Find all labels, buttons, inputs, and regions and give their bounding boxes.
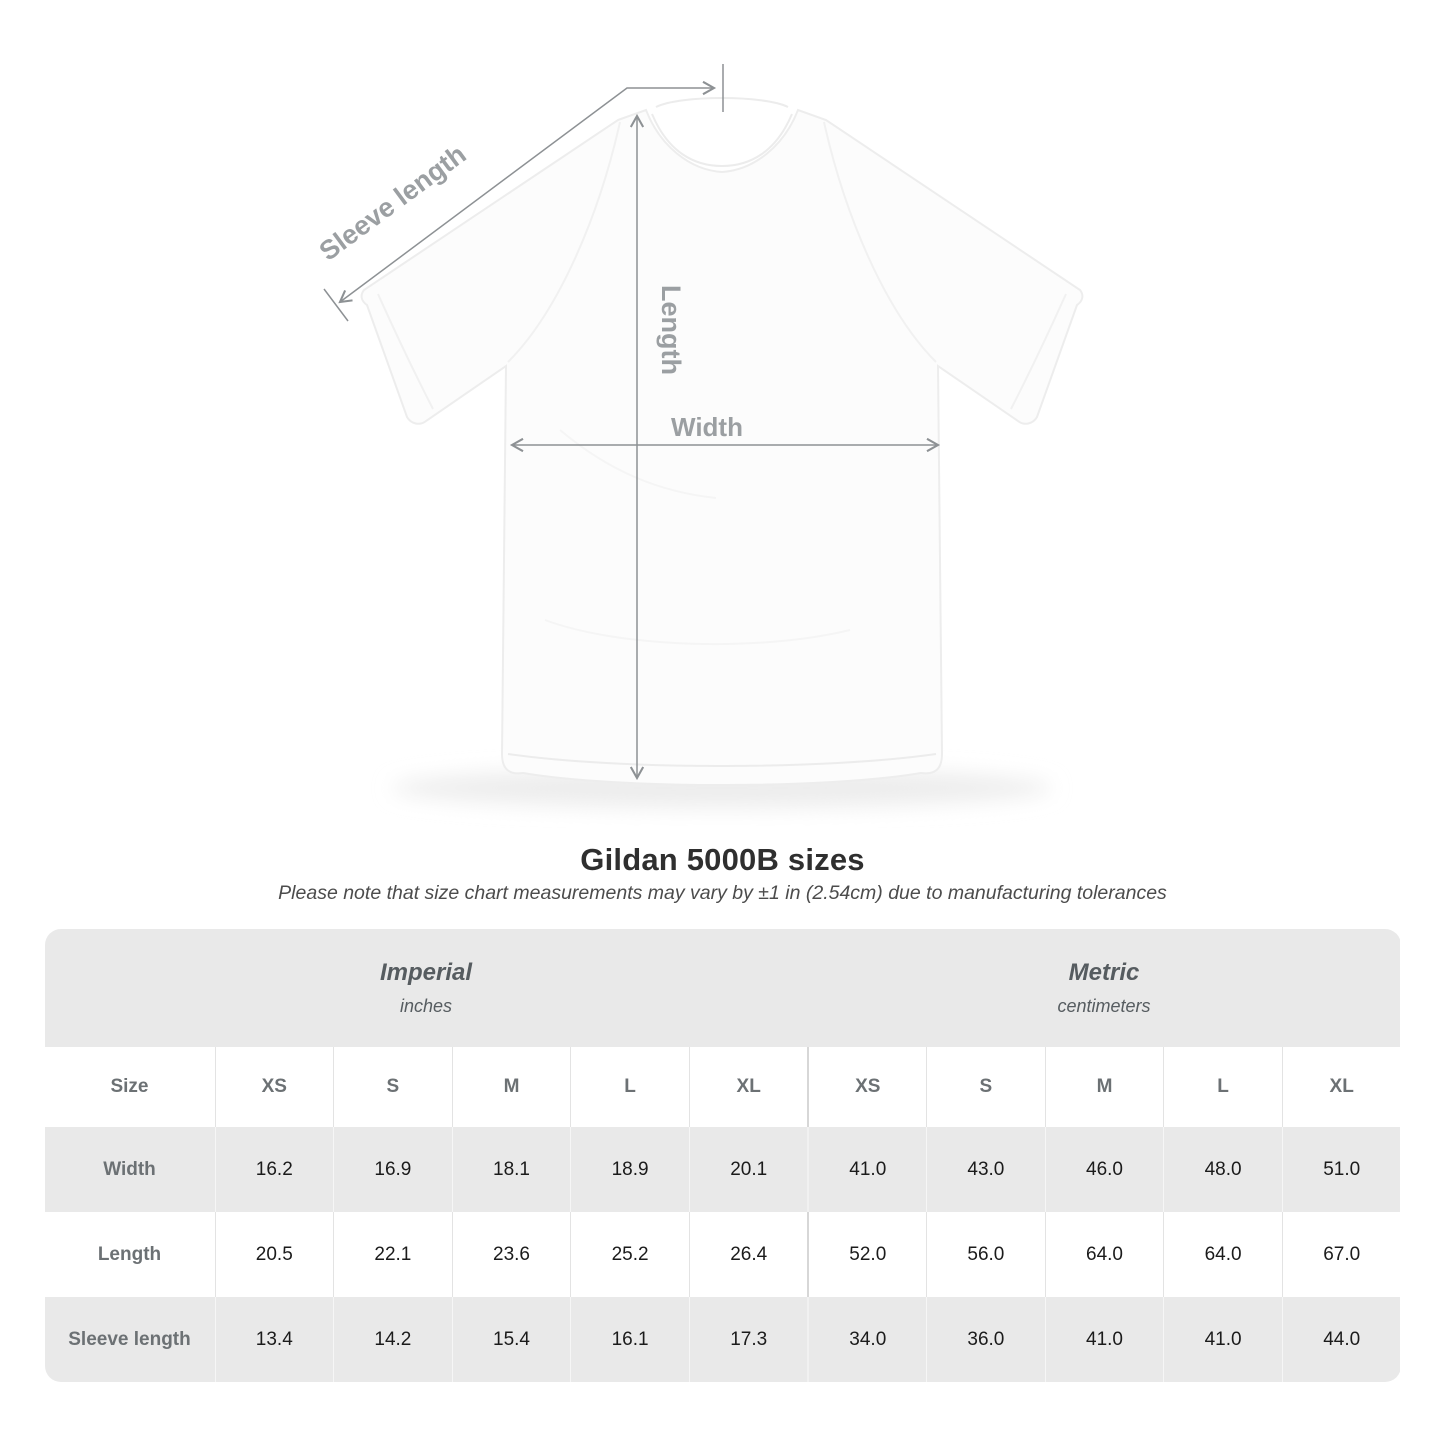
sleeve-length-arrow xyxy=(323,64,724,322)
size-value: 17.3 xyxy=(688,1297,808,1382)
size-value: 48.0 xyxy=(1163,1127,1282,1212)
size-column-header: XS xyxy=(214,1047,334,1127)
size-value: 34.0 xyxy=(807,1297,927,1382)
size-value: 14.2 xyxy=(333,1297,452,1382)
metric-title: Metric xyxy=(1068,959,1140,986)
size-value: 56.0 xyxy=(926,1212,1045,1297)
size-column-header: XS xyxy=(807,1047,927,1127)
size-column-header: M xyxy=(1044,1047,1164,1127)
size-value: 64.0 xyxy=(1163,1212,1282,1297)
size-value: 18.9 xyxy=(570,1127,689,1212)
size-corner-header: Size xyxy=(44,1047,215,1127)
row-label-length: Length xyxy=(44,1212,215,1297)
size-value: 16.9 xyxy=(333,1127,452,1212)
size-table: Imperial inches Metric centimeters Size … xyxy=(44,929,1401,1382)
size-value: 52.0 xyxy=(807,1212,927,1297)
width-label: Width xyxy=(671,412,743,442)
size-value: 51.0 xyxy=(1281,1127,1401,1212)
size-column-header: M xyxy=(451,1047,571,1127)
page-title: Gildan 5000B sizes xyxy=(580,842,865,877)
size-value: 41.0 xyxy=(1044,1297,1164,1382)
row-label-width: Width xyxy=(44,1127,215,1212)
imperial-title: Imperial xyxy=(379,959,473,986)
size-value: 23.6 xyxy=(451,1212,571,1297)
size-value: 46.0 xyxy=(1044,1127,1164,1212)
size-value: 26.4 xyxy=(688,1212,808,1297)
size-value: 25.2 xyxy=(570,1212,689,1297)
size-value: 16.1 xyxy=(570,1297,689,1382)
size-value: 41.0 xyxy=(1163,1297,1282,1382)
size-column-header: S xyxy=(333,1047,452,1127)
metric-unit: centimeters xyxy=(1057,996,1151,1016)
size-value: 36.0 xyxy=(926,1297,1045,1382)
size-value: 43.0 xyxy=(926,1127,1045,1212)
size-column-header: L xyxy=(570,1047,689,1127)
size-column-header: S xyxy=(926,1047,1045,1127)
length-label: Length xyxy=(656,285,686,375)
size-column-header: XL xyxy=(688,1047,808,1127)
size-value: 44.0 xyxy=(1281,1297,1401,1382)
size-value: 41.0 xyxy=(807,1127,927,1212)
tshirt-measurement-diagram: Sleeve length Length Width xyxy=(314,64,1084,808)
size-value: 22.1 xyxy=(333,1212,452,1297)
metric-header-group: Metric centimeters xyxy=(807,929,1401,1047)
imperial-unit: inches xyxy=(399,996,452,1016)
size-value: 16.2 xyxy=(214,1127,334,1212)
size-value: 67.0 xyxy=(1281,1212,1401,1297)
size-value: 13.4 xyxy=(214,1297,334,1382)
size-value: 18.1 xyxy=(451,1127,571,1212)
size-value: 20.5 xyxy=(214,1212,334,1297)
tolerance-note: Please note that size chart measurements… xyxy=(278,882,1167,904)
size-value: 15.4 xyxy=(451,1297,571,1382)
size-value: 20.1 xyxy=(688,1127,808,1212)
size-column-header: L xyxy=(1163,1047,1282,1127)
imperial-header-group: Imperial inches xyxy=(44,929,808,1047)
row-label-sleeve-length: Sleeve length xyxy=(44,1297,215,1382)
size-column-header: XL xyxy=(1281,1047,1401,1127)
size-value: 64.0 xyxy=(1044,1212,1164,1297)
